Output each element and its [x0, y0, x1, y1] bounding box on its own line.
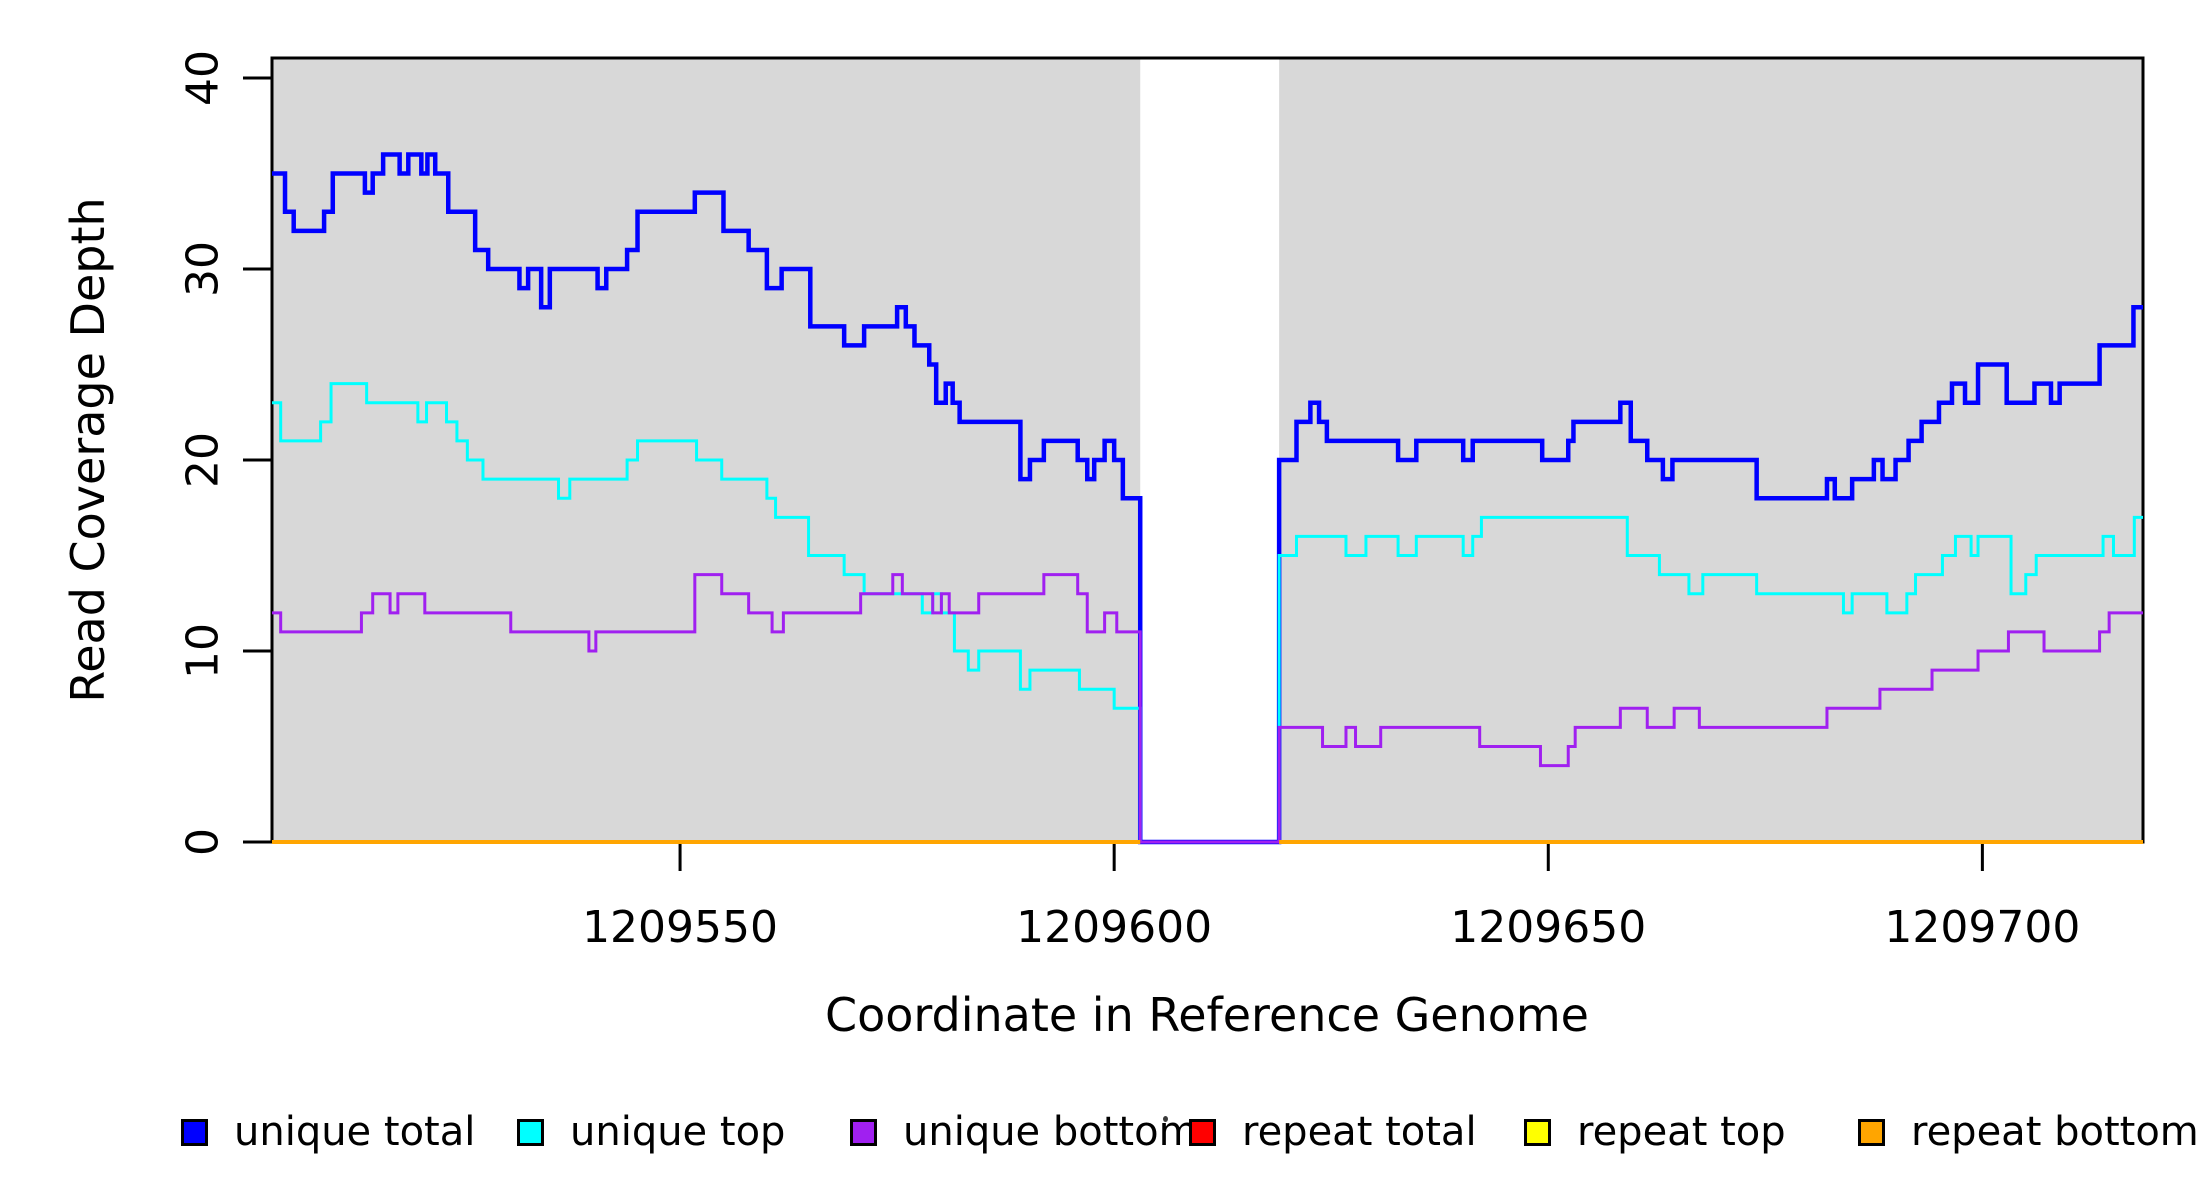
- legend-label: repeat bottom: [1911, 1109, 2199, 1155]
- legend-swatch-repeat-total: [1189, 1118, 1216, 1146]
- y-tick-label: 10: [178, 623, 229, 679]
- x-tick-label: 1209600: [1016, 902, 1212, 953]
- stray-dot-artifact: [1163, 1116, 1168, 1122]
- x-tick-label: 1209650: [1450, 902, 1646, 953]
- legend-swatch-unique-top: [517, 1118, 544, 1146]
- legend-item-unique-total: unique total: [181, 1108, 475, 1156]
- legend-item-repeat-total: repeat total: [1189, 1108, 1477, 1156]
- legend-label: repeat total: [1242, 1109, 1477, 1155]
- legend-swatch-unique-bottom: [850, 1118, 877, 1146]
- legend-swatch-unique-total: [181, 1118, 208, 1146]
- legend-swatch-repeat-top: [1524, 1118, 1551, 1146]
- series-line-unique-bottom: [272, 573, 2143, 844]
- y-tick-label: 20: [178, 432, 229, 488]
- x-tick-label: 1209550: [582, 902, 778, 953]
- plot-background-region-0: [272, 58, 1141, 842]
- y-axis-title: Read Coverage Depth: [61, 197, 115, 703]
- plot-background-region-1: [1279, 58, 2143, 842]
- legend-label: unique bottom: [903, 1109, 1198, 1155]
- y-tick-label: 30: [178, 241, 229, 297]
- legend-item-unique-top: unique top: [517, 1108, 785, 1156]
- legend-label: repeat top: [1577, 1109, 1786, 1155]
- legend-item-repeat-bottom: repeat bottom: [1858, 1108, 2199, 1156]
- series-line-unique-total: [272, 152, 2143, 845]
- x-axis-title: Coordinate in Reference Genome: [825, 988, 1589, 1042]
- legend-item-unique-bottom: unique bottom: [850, 1108, 1198, 1156]
- legend-label: unique total: [234, 1109, 476, 1155]
- series-line-unique-top: [272, 382, 2143, 844]
- legend-item-repeat-top: repeat top: [1524, 1108, 1786, 1156]
- legend-swatch-repeat-bottom: [1858, 1118, 1885, 1146]
- y-tick-label: 40: [178, 50, 229, 106]
- legend-label: unique top: [570, 1109, 786, 1155]
- x-tick-label: 1209700: [1884, 902, 2080, 953]
- y-tick-label: 0: [178, 828, 229, 856]
